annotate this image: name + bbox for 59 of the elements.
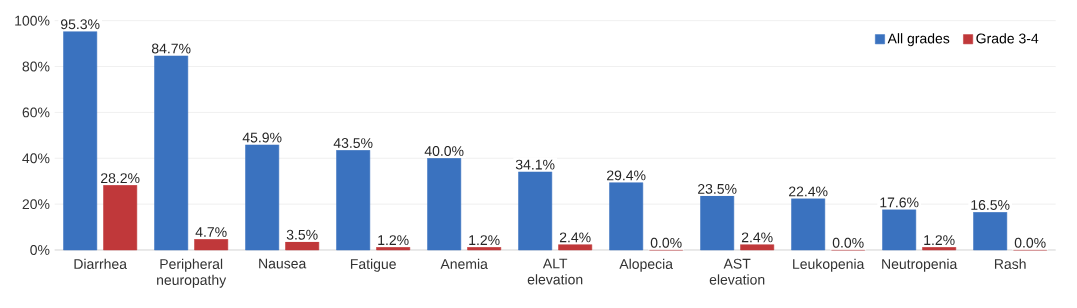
bar	[700, 195, 735, 251]
data-label: 0.0%	[650, 237, 682, 248]
data-label: 23.5%	[698, 183, 737, 194]
data-label: 28.2%	[101, 173, 140, 184]
bar	[245, 144, 280, 251]
bar	[285, 241, 320, 251]
data-label: 0.0%	[832, 237, 864, 248]
data-label: 17.6%	[880, 197, 919, 208]
bar	[63, 31, 98, 251]
y-tick-label: 40%	[22, 153, 50, 164]
y-tick-label: 20%	[22, 199, 50, 210]
x-tick-label: Peripheral neuropathy	[157, 258, 227, 288]
bar	[467, 246, 502, 251]
x-tick-label: AST elevation	[709, 258, 765, 285]
x-tick-label: Rash	[994, 258, 1026, 269]
data-label: 1.2%	[924, 235, 955, 245]
bar	[336, 149, 371, 251]
data-label: 95.3%	[60, 19, 100, 30]
data-label: 29.4%	[607, 170, 646, 181]
bar	[609, 182, 644, 251]
y-tick-label: 100%	[15, 15, 50, 26]
x-tick-label: Anemia	[440, 258, 488, 269]
x-tick-label: Leukopenia	[793, 258, 865, 272]
data-label: 34.1%	[515, 159, 555, 170]
y-tick-label: 80%	[22, 61, 50, 72]
data-label: 43.5%	[333, 138, 373, 148]
bar	[103, 185, 138, 251]
x-tick-label: Fatigue	[350, 258, 396, 272]
data-label: 22.4%	[789, 186, 828, 197]
bar	[427, 158, 462, 251]
bar	[194, 238, 229, 251]
y-tick-label: 0%	[30, 245, 50, 255]
data-label: 2.4%	[559, 232, 591, 243]
data-label: 4.7%	[195, 227, 227, 237]
bar	[973, 211, 1008, 251]
bar	[558, 244, 593, 251]
data-label: 16.5%	[971, 199, 1010, 210]
data-label: 0.0%	[1014, 237, 1046, 248]
bar	[154, 55, 189, 251]
bar	[791, 198, 826, 251]
data-label: 40.0%	[424, 146, 464, 157]
data-label: 2.4%	[741, 232, 773, 243]
bar	[518, 171, 553, 251]
legend-label: All grades	[887, 33, 950, 47]
data-label: 1.2%	[469, 235, 500, 245]
data-label: 1.2%	[378, 235, 409, 245]
data-label: 3.5%	[286, 229, 318, 240]
x-tick-label: ALT elevation	[527, 258, 583, 285]
legend-label: Grade 3-4	[976, 33, 1039, 44]
data-label: 45.9%	[242, 132, 282, 143]
x-tick-label: Neutropenia	[882, 258, 958, 272]
y-tick-label: 60%	[22, 107, 50, 118]
data-label: 84.7%	[151, 43, 191, 54]
bar	[922, 246, 957, 251]
x-tick-label: Diarrhea	[74, 258, 127, 269]
x-tick-label: Nausea	[259, 258, 307, 269]
bar	[740, 244, 775, 251]
x-tick-label: Alopecia	[619, 258, 674, 272]
bar	[376, 246, 411, 251]
